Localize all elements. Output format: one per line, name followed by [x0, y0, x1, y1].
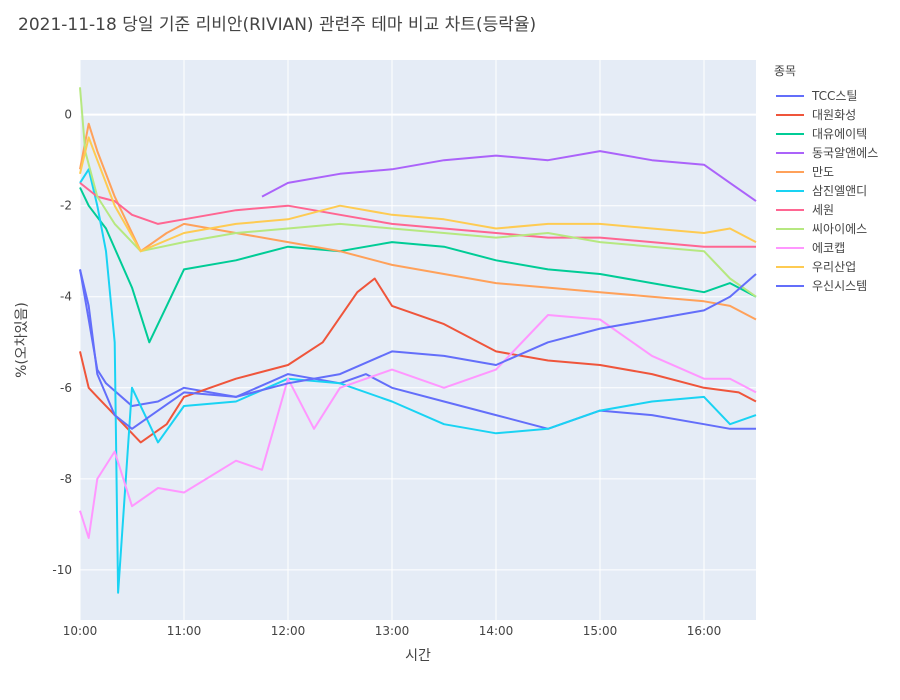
legend-swatch: [776, 246, 804, 249]
tick-labels: 10:00 11:00 12:00 13:00 14:00 15:00 16:00 0 -2 -4…: [52, 108, 721, 638]
legend-item-2[interactable]: 대유에이텍: [774, 124, 898, 143]
legend-swatch: [776, 189, 804, 192]
legend-item-7[interactable]: 씨아이에스: [774, 219, 898, 238]
legend-label: 대원화성: [812, 108, 857, 122]
legend-swatch: [776, 113, 804, 116]
series-line-10[interactable]: [79, 269, 757, 430]
x-tick-label: 10:00: [63, 624, 98, 638]
x-tick-label: 11:00: [167, 624, 202, 638]
y-tick-label: -2: [60, 199, 72, 213]
legend-item-6[interactable]: 세원: [774, 200, 898, 219]
legend-item-0[interactable]: TCC스틸: [774, 86, 898, 105]
legend-label: 씨아이에스: [812, 222, 868, 236]
legend-label: TCC스틸: [812, 89, 858, 103]
legend-label: 만도: [812, 165, 835, 179]
grid-lines: [79, 60, 756, 620]
legend-title: 종목: [774, 64, 797, 78]
legend-swatch: [776, 227, 804, 230]
legend-item-4[interactable]: 만도: [774, 162, 898, 181]
series-line-4[interactable]: [79, 122, 757, 321]
series-line-9[interactable]: [79, 136, 757, 253]
legend-label: 삼진엘앤디: [812, 184, 868, 198]
legend-item-10[interactable]: 우신시스템: [774, 276, 898, 295]
legend-swatch: [776, 265, 804, 268]
legend-swatch: [776, 94, 804, 97]
legend-label: 우리산업: [812, 260, 857, 274]
series-line-7[interactable]: [79, 87, 757, 298]
y-tick-label: -6: [60, 381, 72, 395]
legend-swatch: [776, 284, 804, 287]
legend-item-3[interactable]: 동국알앤에스: [774, 143, 898, 162]
chart-title: 2021-11-18 당일 기준 리비안(RIVIAN) 관련주 테마 비교 차…: [18, 15, 537, 35]
legend-label: 동국알앤에스: [812, 146, 879, 160]
x-tick-label: 14:00: [479, 624, 514, 638]
x-tick-label: 16:00: [687, 624, 722, 638]
y-tick-label: 0: [64, 108, 72, 122]
legend-item-1[interactable]: 대원화성: [774, 105, 898, 124]
x-tick-label: 13:00: [375, 624, 410, 638]
x-tick-label: 12:00: [271, 624, 306, 638]
series-lines: [79, 87, 757, 594]
plot-background: [80, 60, 756, 620]
y-axis-title: %(오차있음): [14, 302, 30, 378]
series-line-1[interactable]: [79, 277, 757, 444]
legend-item-8[interactable]: 에코캡: [774, 238, 898, 257]
legend-item-9[interactable]: 우리산업: [774, 257, 898, 276]
x-axis-title: 시간: [405, 648, 431, 664]
series-line-6[interactable]: [79, 182, 756, 248]
y-tick-label: -8: [60, 472, 72, 486]
y-tick-label: -10: [52, 563, 72, 577]
legend-swatch: [776, 151, 804, 154]
y-tick-label: -4: [60, 290, 72, 304]
legend-label: 세원: [812, 203, 835, 217]
legend-swatch: [776, 208, 804, 211]
series-line-3[interactable]: [261, 150, 757, 202]
legend-swatch: [776, 132, 804, 135]
legend-label: 우신시스템: [812, 279, 868, 293]
x-tick-label: 15:00: [583, 624, 618, 638]
legend-swatch: [776, 170, 804, 173]
legend-label: 에코캡: [812, 241, 846, 255]
series-line-8[interactable]: [79, 314, 757, 539]
legend-label: 대유에이텍: [812, 127, 868, 141]
legend-item-5[interactable]: 삼진엘앤디: [774, 181, 898, 200]
